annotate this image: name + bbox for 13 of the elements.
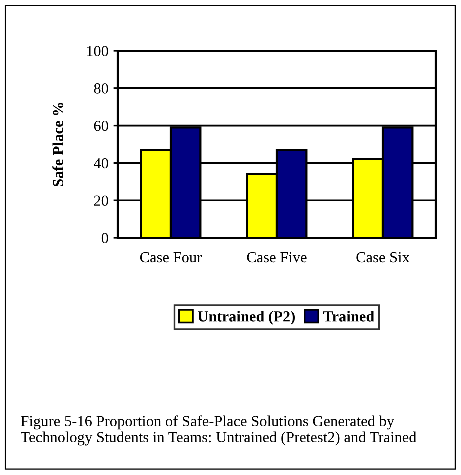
legend-label: Untrained (P2) [198, 311, 296, 325]
x-tick-label: Case Four [140, 252, 202, 263]
y-tick-label: 20 [94, 196, 108, 206]
x-tick-label: Case Six [356, 252, 410, 263]
y-tick-label: 40 [94, 158, 108, 169]
y-tick-label: 80 [94, 84, 108, 94]
y-axis-title: Safe Place % [52, 103, 64, 187]
caption: Figure 5-16 Proportion of Safe-Place Solutions Generated by Technology Students in Teams: Untrained (Pretest2) and Trained [21, 416, 417, 446]
legend-label: Trained [323, 311, 375, 322]
x-tick-label: Case Five [247, 252, 307, 263]
y-tick-label: 0 [102, 233, 108, 244]
y-tick-label: 100 [87, 46, 108, 56]
y-tick-label: 60 [94, 120, 108, 132]
